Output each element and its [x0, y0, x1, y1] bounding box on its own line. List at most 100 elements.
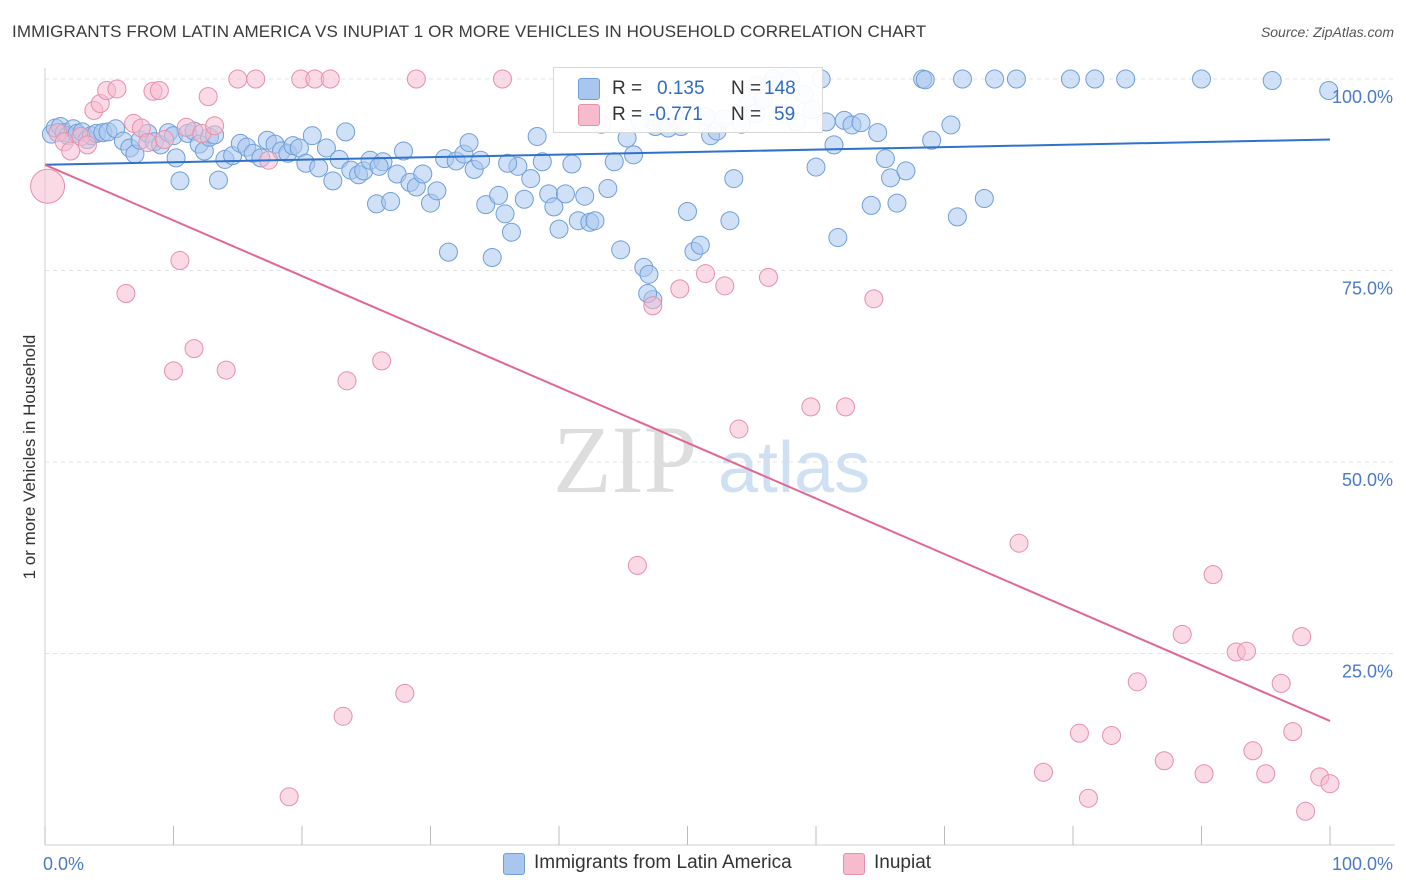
legend-row-latin-america: R = 0.135 N = 148 — [554, 76, 822, 102]
y-axis-label: 1 or more Vehicles in Household — [20, 335, 39, 580]
latin-america-point — [915, 70, 935, 90]
inupiat-point — [61, 141, 81, 161]
inupiat-point — [1283, 722, 1303, 742]
latin-america-point — [427, 181, 447, 201]
inupiat-point — [1194, 764, 1214, 784]
latin-america-point — [323, 171, 343, 191]
y-tick-label: 25.0% — [1342, 662, 1393, 682]
gridlines — [45, 78, 1395, 654]
watermark: ZIP atlas — [553, 406, 870, 513]
legend-n-label: N = — [731, 104, 762, 125]
latin-america-point — [1085, 69, 1105, 89]
latin-america-point — [309, 158, 329, 178]
inupiat-point — [184, 339, 204, 359]
latin-america-point — [947, 207, 967, 227]
legend-row-inupiat: R = -0.771 N = 59 — [554, 102, 822, 128]
inupiat-point — [1069, 723, 1089, 743]
latin-america-point — [514, 189, 534, 209]
latin-america-point — [1006, 69, 1026, 89]
inupiat-point — [729, 419, 749, 439]
trend-lines — [44, 138, 1331, 722]
latin-america-point — [489, 185, 509, 205]
legend-r-value: 0.135 — [657, 78, 705, 99]
latin-america-point — [208, 170, 228, 190]
latin-america-point — [521, 169, 541, 189]
legend-label: Immigrants from Latin America — [534, 852, 792, 873]
latin-america-point — [941, 115, 961, 135]
inupiat-point — [1203, 565, 1223, 585]
latin-america-point — [562, 154, 582, 174]
latin-america-point — [851, 113, 871, 133]
x-tick-label-right: 100.0% — [1332, 854, 1393, 874]
latin-america-point — [824, 135, 844, 155]
legend-r-value: -0.771 — [649, 104, 703, 125]
legend-label: Inupiat — [874, 852, 932, 873]
inupiat-point — [372, 351, 392, 371]
latin-america-point — [459, 133, 479, 153]
y-tick-label: 75.0% — [1342, 279, 1393, 299]
inupiat-point — [279, 787, 299, 807]
latin-america-point — [498, 153, 518, 173]
legend-r-label: R = — [612, 78, 643, 99]
inupiat-point — [320, 69, 340, 89]
trend-line-inupiat — [44, 163, 1331, 722]
legend-n-label: N = — [731, 78, 762, 99]
inupiat-point — [1127, 672, 1147, 692]
trend-line-latin-america — [44, 138, 1331, 166]
inupiat-point — [801, 397, 821, 417]
inupiat-point — [170, 251, 190, 271]
inupiat-point — [138, 133, 158, 153]
inupiat-point — [333, 706, 353, 726]
inupiat-point — [627, 555, 647, 575]
latin-america-point — [828, 228, 848, 248]
inupiat-point — [1296, 801, 1316, 821]
inupiat-point — [107, 79, 127, 99]
inupiat-point — [715, 276, 735, 296]
y-tick-label: 50.0% — [1342, 470, 1393, 490]
latin-america-point — [896, 161, 916, 181]
latin-america-point — [438, 242, 458, 262]
latin-america-point — [336, 122, 356, 142]
latin-america-point — [471, 150, 491, 170]
latin-america-point — [868, 123, 888, 143]
latin-america-point — [887, 193, 907, 213]
inupiat-point — [1292, 627, 1312, 647]
latin-america-point — [806, 157, 826, 177]
inupiat-point — [758, 267, 778, 287]
inupiat-point — [1320, 774, 1340, 794]
legend-swatch-pink — [578, 104, 600, 126]
inupiat-point — [1243, 741, 1263, 761]
latin-america-point — [555, 184, 575, 204]
latin-america-point — [527, 126, 547, 146]
latin-america-point — [495, 204, 515, 224]
inupiat-point — [406, 69, 426, 89]
inupiat-point — [395, 683, 415, 703]
inupiat-point — [205, 116, 225, 136]
legend-n-value: 148 — [764, 78, 796, 99]
inupiat-point — [1236, 641, 1256, 661]
inupiat-point — [1102, 725, 1122, 745]
latin-america-point — [952, 69, 972, 89]
series-legend: Immigrants from Latin America Inupiat — [0, 852, 1406, 878]
latin-america-point — [544, 197, 564, 217]
correlation-legend: R = 0.135 N = 148 R = -0.771 N = 59 — [553, 67, 823, 133]
inupiat-point — [1256, 764, 1276, 784]
inupiat-point — [77, 135, 97, 155]
latin-america-point — [922, 130, 942, 150]
latin-america-point — [1262, 71, 1282, 91]
latin-america-point — [1192, 69, 1211, 89]
inupiat-point — [1033, 762, 1053, 782]
source-label: Source: ZipAtlas.com — [1260, 24, 1394, 40]
legend-swatch-blue — [503, 853, 525, 875]
inupiat-point — [1271, 673, 1291, 693]
inupiat-point — [149, 80, 169, 100]
inupiat-point — [643, 296, 663, 316]
legend-swatch-blue — [578, 78, 600, 100]
inupiat-point — [30, 168, 66, 204]
latin-america-point — [585, 211, 605, 231]
legend-swatch-pink — [843, 853, 865, 875]
latin-america-point — [985, 69, 1005, 89]
inupiat-point — [246, 69, 266, 89]
inupiat-point — [1154, 751, 1174, 771]
latin-america-point — [875, 149, 895, 169]
